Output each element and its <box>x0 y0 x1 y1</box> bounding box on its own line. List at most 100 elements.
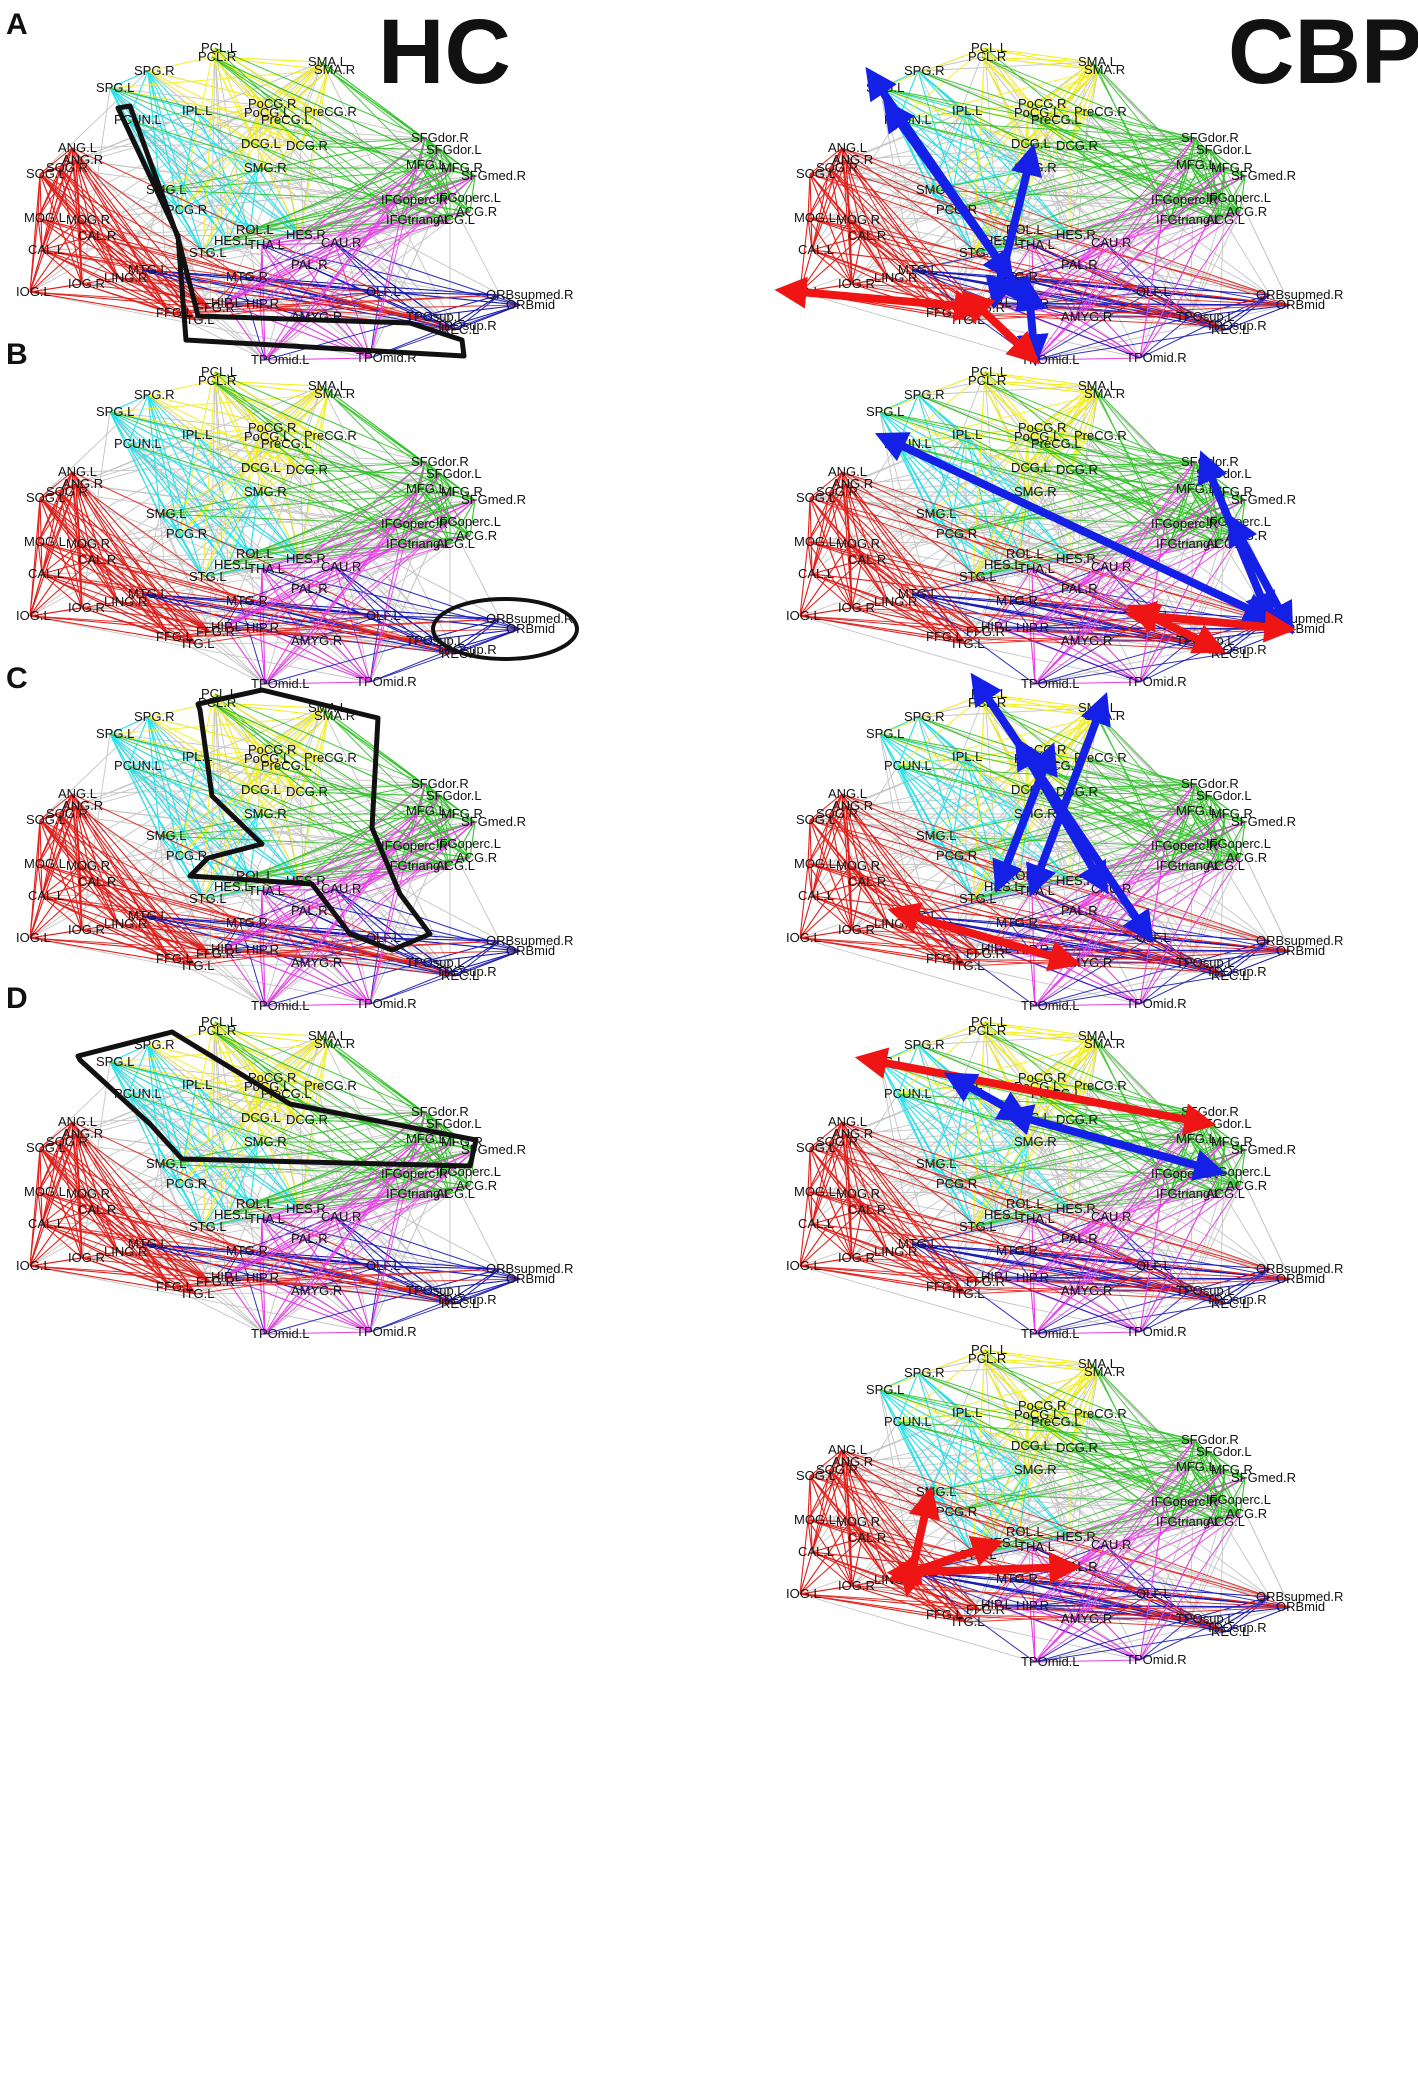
edge-cyan <box>202 564 229 578</box>
edge-green <box>321 385 476 501</box>
edge-red <box>41 895 241 924</box>
node-label: ORBmid <box>1276 297 1325 312</box>
edge-cyan <box>917 1372 1071 1538</box>
node-label: TPOsup.R <box>1206 964 1267 979</box>
edge-yellow <box>299 435 319 471</box>
edge-cyan <box>179 855 301 882</box>
edge-red <box>75 483 197 645</box>
edge-magenta <box>259 627 371 683</box>
node-label: SPG.L <box>96 1054 134 1069</box>
edge-red <box>809 147 843 175</box>
edge-magenta <box>1074 175 1246 266</box>
edge-red <box>807 1449 843 1521</box>
node-label: DCG.L <box>241 136 281 151</box>
edge-green <box>1239 821 1246 859</box>
edge-background <box>39 1147 266 1335</box>
edge-red <box>829 1469 853 1587</box>
node-label: SFGdor.R <box>411 776 469 791</box>
edge-red <box>117 601 421 642</box>
edge-magenta <box>261 242 336 246</box>
edge-green <box>214 1021 426 1113</box>
node-label: ACG.L <box>1206 212 1245 227</box>
node-label: PoCG.R <box>248 420 296 435</box>
edge-red <box>807 1519 863 1539</box>
edge-green <box>321 61 476 177</box>
node-label: PCL.R <box>968 49 1006 64</box>
edge-magenta <box>224 1171 451 1278</box>
node-label: PCL.L <box>971 364 1007 379</box>
edge-green <box>249 821 476 877</box>
edge-yellow <box>211 702 301 882</box>
edge-magenta <box>369 1193 401 1333</box>
node-label: PAL.R <box>291 1231 328 1246</box>
node-label: MFG.L <box>1176 1131 1216 1146</box>
edge-yellow <box>261 1077 319 1087</box>
edge-navy <box>304 264 456 331</box>
edge-yellow <box>274 765 301 882</box>
edge-red <box>59 813 197 967</box>
edge-red <box>849 543 853 609</box>
edge-background <box>141 1203 251 1245</box>
edge-green <box>327 393 456 493</box>
edge-green <box>1219 175 1246 221</box>
edge-navy <box>1009 1250 1271 1270</box>
edge-navy <box>1224 950 1291 977</box>
edge-navy <box>224 600 241 628</box>
node-label: DCG.L <box>241 1110 281 1125</box>
row-label-d: D <box>6 982 28 1015</box>
edge-magenta <box>264 357 371 361</box>
edge-magenta <box>369 219 401 359</box>
edge-red <box>37 863 211 955</box>
edge-red <box>809 1147 853 1259</box>
edge-background <box>1169 865 1271 942</box>
edge-red <box>841 1121 1011 1252</box>
edge-magenta <box>334 164 421 244</box>
edge-background <box>1189 1193 1221 1292</box>
edge-green <box>469 175 476 213</box>
edge-red <box>799 1209 863 1267</box>
edge-green <box>1239 175 1246 213</box>
edge-red <box>829 491 853 609</box>
edge-red <box>845 483 863 561</box>
edge-background <box>214 47 261 305</box>
edge-green <box>159 813 456 837</box>
edge-green <box>214 47 426 139</box>
edge-navy <box>449 628 521 651</box>
edge-cyan <box>179 533 301 560</box>
edge-red <box>29 937 421 964</box>
node-label: SOG.L <box>796 166 836 181</box>
edge-background <box>861 835 931 883</box>
edge-magenta <box>1074 219 1171 266</box>
edge-yellow <box>274 111 319 121</box>
node-label: IOG.R <box>68 600 105 615</box>
node-label: ANG.R <box>832 798 873 813</box>
edge-magenta <box>1139 1173 1166 1333</box>
node-label: STG.L <box>959 569 997 584</box>
edge-cyan <box>127 1093 259 1143</box>
edge-yellow <box>984 1021 1093 1037</box>
edge-green <box>299 783 426 793</box>
node-label: SFGdor.R <box>411 454 469 469</box>
edge-green <box>299 461 426 560</box>
node-label: SPG.L <box>96 726 134 741</box>
node-label: STG.L <box>189 569 227 584</box>
edge-yellow <box>109 69 329 89</box>
edge-red <box>807 1191 853 1259</box>
edge-yellow <box>211 56 329 71</box>
edge-green <box>211 702 456 815</box>
edge-magenta <box>1031 175 1246 246</box>
edge-navy <box>224 1250 241 1278</box>
edge-yellow <box>274 443 301 560</box>
edge-navy <box>224 1265 381 1278</box>
edge-red <box>79 543 83 609</box>
edge-yellow <box>211 380 301 560</box>
edge-magenta <box>259 1218 263 1279</box>
edge-red <box>811 235 863 251</box>
edge-red <box>807 541 853 609</box>
edge-red <box>41 1209 93 1225</box>
edge-yellow <box>214 371 319 437</box>
edge-red <box>81 283 197 321</box>
edge-red <box>851 923 889 931</box>
edge-cyan <box>147 70 251 231</box>
